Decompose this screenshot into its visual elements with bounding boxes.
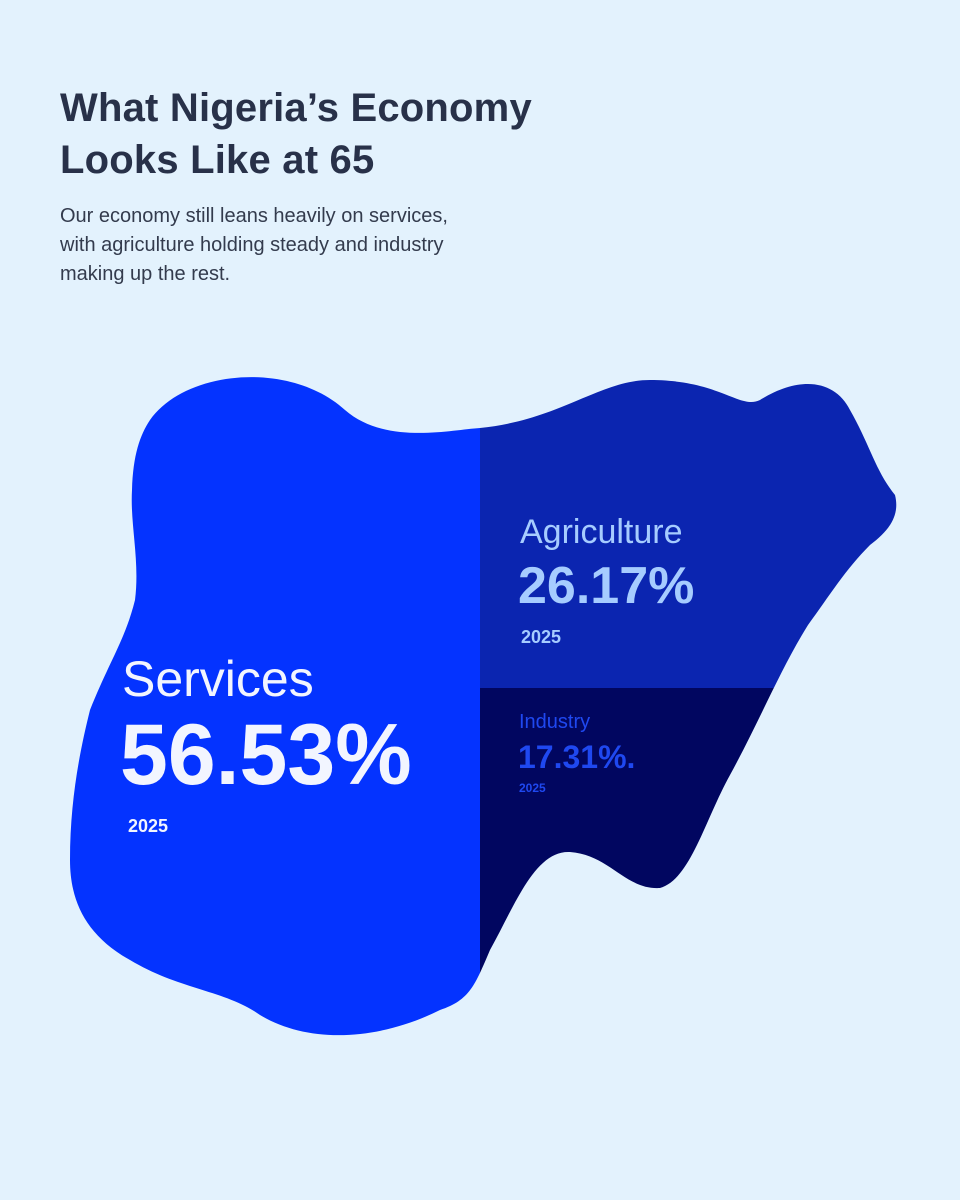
agriculture-value: 26.17% [518, 557, 694, 615]
page-title: What Nigeria’s Economy Looks Like at 65 [60, 82, 620, 186]
industry-value: 17.31%. [518, 739, 635, 775]
title-line-1: What Nigeria’s Economy [60, 86, 532, 130]
services-year: 2025 [128, 816, 168, 836]
subtitle-line-1: Our economy still leans heavily on servi… [60, 205, 448, 227]
services-value: 56.53% [120, 707, 412, 803]
segment-services [70, 377, 480, 1036]
title-line-2: Looks Like at 65 [60, 138, 375, 182]
industry-label: Industry [519, 711, 590, 733]
services-label: Services [122, 651, 314, 707]
page-subtitle: Our economy still leans heavily on servi… [60, 202, 580, 289]
header: What Nigeria’s Economy Looks Like at 65 … [60, 82, 620, 289]
industry-year: 2025 [519, 781, 546, 795]
subtitle-line-2: with agriculture holding steady and indu… [60, 234, 444, 256]
agriculture-label: Agriculture [520, 513, 683, 551]
agriculture-year: 2025 [521, 627, 561, 647]
subtitle-line-3: making up the rest. [60, 263, 231, 285]
